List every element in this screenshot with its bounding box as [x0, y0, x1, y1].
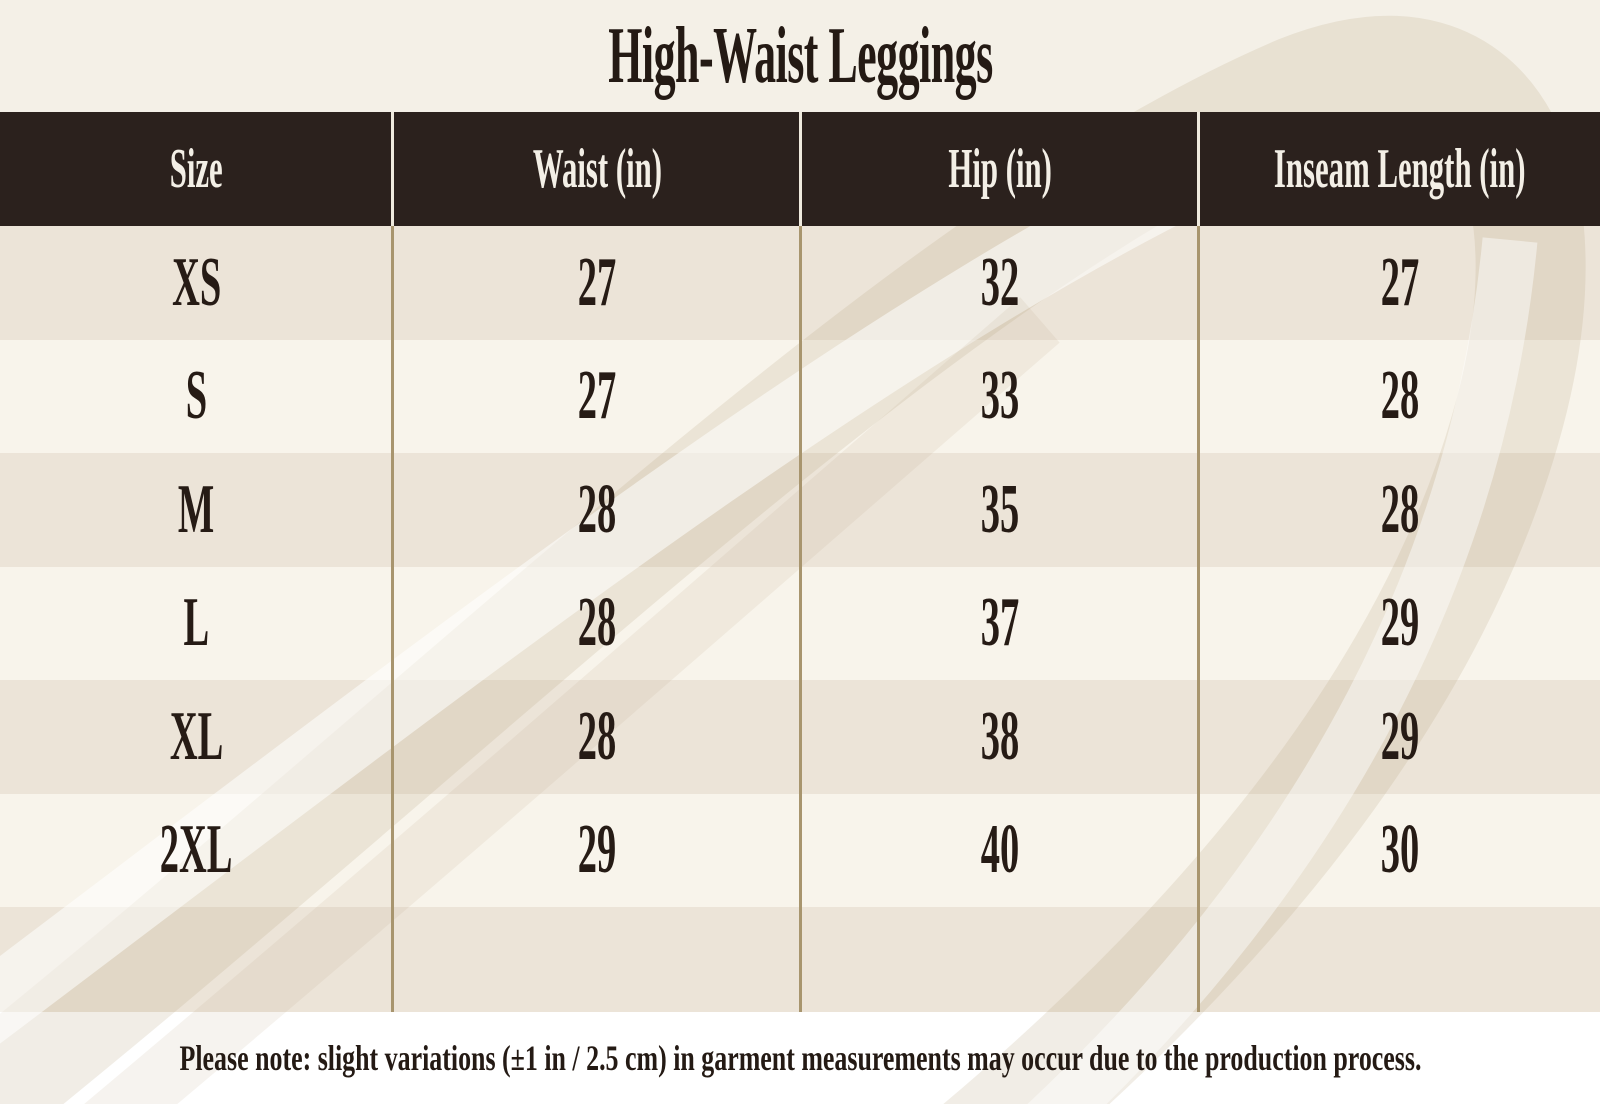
table-cell: M	[0, 453, 393, 567]
cell-value: 28	[577, 584, 617, 662]
cell-value: 33	[980, 357, 1020, 435]
footnote: Please note: slight variations (±1 in / …	[179, 1038, 1421, 1078]
table-cell: 29	[393, 793, 801, 907]
cell-value: 28	[1380, 470, 1419, 548]
cell-value: 32	[980, 243, 1020, 321]
cell-value: 27	[577, 243, 617, 321]
cell-value: 29	[577, 811, 617, 889]
body-column-divider	[799, 226, 802, 1012]
size-label: XS	[171, 243, 222, 321]
header-column-divider	[799, 112, 802, 226]
footnote-bar: Please note: slight variations (±1 in / …	[0, 1012, 1600, 1104]
column-header-waist: Waist (in)	[393, 112, 801, 226]
size-table: Size Waist (in) Hip (in) Inseam Length (…	[0, 112, 1600, 1012]
cell-value: 29	[1380, 697, 1419, 775]
table-cell: 28	[393, 453, 801, 567]
table-cell: S	[0, 339, 393, 453]
table-cell: 28	[1199, 453, 1600, 567]
cell-value: 38	[980, 697, 1020, 775]
size-label: 2XL	[160, 811, 233, 889]
page-title: High-Waist Leggings	[607, 12, 993, 100]
table-cell: 33	[801, 339, 1199, 453]
column-header-inseam: Inseam Length (in)	[1199, 112, 1600, 226]
table-cell: 28	[393, 566, 801, 680]
table-cell: 29	[1199, 680, 1600, 794]
column-header-label: Waist (in)	[532, 138, 662, 200]
table-cell: 40	[801, 793, 1199, 907]
table-cell: 27	[393, 226, 801, 340]
cell-value: 28	[577, 470, 617, 548]
table-cell: 37	[801, 566, 1199, 680]
column-header-size: Size	[0, 112, 393, 226]
cell-value: 37	[980, 584, 1020, 662]
table-cell: 30	[1199, 793, 1600, 907]
table-cell: 32	[801, 226, 1199, 340]
column-header-label: Size	[169, 138, 224, 200]
size-label: S	[185, 357, 208, 435]
table-cell: 28	[1199, 339, 1600, 453]
size-label: M	[178, 470, 215, 548]
table-cell: 35	[801, 453, 1199, 567]
cell-value: 28	[1380, 357, 1419, 435]
body-column-divider	[1197, 226, 1200, 1012]
body-column-divider	[391, 226, 394, 1012]
cell-value: 27	[1380, 243, 1419, 321]
table-cell: 27	[393, 339, 801, 453]
cell-value: 30	[1380, 811, 1419, 889]
header-column-divider	[391, 112, 394, 226]
table-cell: 28	[393, 680, 801, 794]
title-bar: High-Waist Leggings	[0, 0, 1600, 112]
table-cell: 29	[1199, 566, 1600, 680]
column-header-label: Hip (in)	[948, 138, 1052, 200]
cell-value: 40	[980, 811, 1020, 889]
column-header-label: Inseam Length (in)	[1273, 138, 1526, 200]
cell-value: 35	[980, 470, 1020, 548]
size-label: XL	[169, 697, 224, 775]
table-cell: 2XL	[0, 793, 393, 907]
cell-value: 28	[577, 697, 617, 775]
column-header-hip: Hip (in)	[801, 112, 1199, 226]
cell-value: 27	[577, 357, 617, 435]
table-cell: 27	[1199, 226, 1600, 340]
table-cell: XS	[0, 226, 393, 340]
size-label: L	[183, 584, 210, 662]
table-cell: 38	[801, 680, 1199, 794]
header-column-divider	[1197, 112, 1200, 226]
cell-value: 29	[1380, 584, 1419, 662]
table-cell: XL	[0, 680, 393, 794]
table-cell: L	[0, 566, 393, 680]
